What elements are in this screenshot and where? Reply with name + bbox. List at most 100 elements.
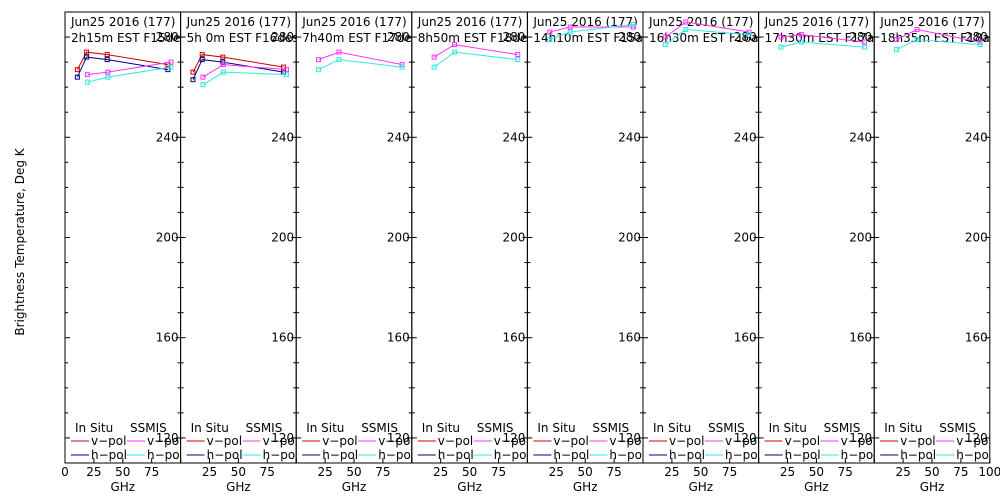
y-tick-label: 160 — [618, 331, 641, 345]
x-tick-label: 75 — [491, 465, 506, 479]
data-point-insitu_v — [84, 49, 90, 55]
data-point-ssmis_h — [515, 57, 521, 63]
y-tick-label: 200 — [849, 231, 872, 245]
data-point-ssmis_h — [778, 44, 784, 50]
series-line-ssmis_v — [433, 44, 518, 58]
legend-ssmis-v: v−pol — [956, 434, 991, 448]
x-tick-label: 75 — [144, 465, 159, 479]
data-point-ssmis_v — [515, 52, 521, 58]
legend-insitu-title: In Situ — [422, 421, 460, 435]
data-point-ssmis_h — [284, 72, 290, 78]
data-point-ssmis_v — [862, 39, 868, 45]
panel-title-pass: 14h10m EST F15asc — [533, 31, 655, 45]
y-tick-label: 160 — [502, 331, 525, 345]
y-tick-label: 160 — [734, 331, 757, 345]
data-point-ssmis_v — [914, 27, 920, 33]
x-tick-label: 25 — [202, 465, 217, 479]
y-tick-label: 160 — [849, 331, 872, 345]
y-tick-label: 160 — [271, 331, 294, 345]
legend-insitu-v: v−pol — [553, 434, 588, 448]
panel-title-pass: 5h 0m EST F16desc — [187, 31, 306, 45]
x-tick-label: 50 — [924, 465, 939, 479]
legend-ssmis-title: SSMIS — [477, 421, 514, 435]
y-tick-label: 200 — [965, 231, 988, 245]
legend-insitu-h: h−pol — [438, 448, 474, 462]
data-point-ssmis_v — [336, 49, 342, 55]
panel-3: 120 160 200 240 280 25 50 75 GHz Jun25 2016 (177)… — [295, 11, 414, 494]
legend-insitu-v: v−pol — [207, 434, 242, 448]
x-tick-label: 25 — [895, 465, 910, 479]
legend-ssmis-h: h−pol — [378, 448, 414, 462]
y-tick-label: 200 — [156, 231, 179, 245]
x-tick-label: 75 — [953, 465, 968, 479]
x-axis-label: GHz — [804, 480, 829, 494]
x-tick-label: 50 — [346, 465, 361, 479]
legend-insitu-h: h−pol — [900, 448, 936, 462]
y-tick-label: 240 — [156, 130, 179, 144]
data-point-ssmis_v — [662, 34, 668, 40]
data-point-insitu_h — [84, 54, 90, 60]
series-line-ssmis_v — [318, 51, 403, 66]
x-tick-label: 50 — [578, 465, 593, 479]
y-tick-label: 120 — [849, 431, 872, 445]
legend-insitu-h: h−pol — [322, 448, 358, 462]
data-point-ssmis_h — [977, 42, 983, 48]
legend-insitu-title: In Situ — [884, 421, 922, 435]
series-line-ssmis_v — [87, 61, 171, 76]
x-axis-label: GHz — [573, 480, 598, 494]
data-point-ssmis_h — [399, 64, 405, 70]
legend-ssmis-v: v−pol — [725, 434, 760, 448]
data-point-insitu_v — [220, 54, 226, 60]
series-line-ssmis_h — [549, 24, 634, 41]
data-point-ssmis_h — [798, 39, 804, 45]
panel-title-date: Jun25 2016 (177) — [764, 15, 869, 29]
data-point-ssmis_v — [798, 32, 804, 38]
x-axis-label: GHz — [457, 480, 482, 494]
legend-ssmis-v: v−pol — [841, 434, 876, 448]
data-point-ssmis_v — [567, 24, 573, 30]
x-axis-label: GHz — [920, 480, 945, 494]
data-point-ssmis_v — [168, 59, 174, 65]
y-tick-label: 120 — [734, 431, 757, 445]
panel-title-pass: 2h15m EST F15desc — [71, 31, 193, 45]
legend-insitu-h: h−pol — [91, 448, 127, 462]
legend-insitu-h: h−pol — [207, 448, 243, 462]
data-point-ssmis_v — [630, 24, 636, 30]
panel-title-date: Jun25 2016 (177) — [532, 15, 637, 29]
x-tick-label: 25 — [317, 465, 332, 479]
legend-ssmis-title: SSMIS — [246, 421, 283, 435]
y-tick-label: 280 — [387, 30, 410, 44]
x-tick-label: 25 — [780, 465, 795, 479]
series-line-ssmis_v — [896, 28, 981, 43]
y-tick-label: 280 — [502, 30, 525, 44]
x-axis-label: GHz — [110, 480, 135, 494]
y-tick-label: 160 — [965, 331, 988, 345]
panel-title-date: Jun25 2016 (177) — [301, 15, 406, 29]
legend-insitu-v: v−pol — [322, 434, 357, 448]
legend-ssmis-v: v−pol — [147, 434, 182, 448]
y-tick-label: 280 — [271, 30, 294, 44]
series-line-ssmis_v — [665, 21, 749, 38]
legend-ssmis-v: v−pol — [263, 434, 298, 448]
panel-2: 120 160 200 240 280 25 50 75 GHz Jun25 2016 (177)… — [180, 11, 306, 494]
y-tick-label: 240 — [849, 130, 872, 144]
legend-insitu-v: v−pol — [669, 434, 704, 448]
data-point-ssmis_h — [662, 42, 668, 48]
data-point-ssmis_h — [914, 37, 920, 43]
legend-ssmis-h: h−pol — [147, 448, 183, 462]
y-tick-label: 200 — [271, 231, 294, 245]
x-tick-label: 75 — [838, 465, 853, 479]
panel-title-date: Jun25 2016 (177) — [879, 15, 984, 29]
legend-ssmis-title: SSMIS — [708, 421, 745, 435]
legend-ssmis-h: h−pol — [494, 448, 530, 462]
panel-4: 120 160 200 240 280 25 50 75 GHz Jun25 2016 (177)… — [411, 11, 530, 494]
data-point-ssmis_h — [200, 82, 206, 88]
legend-ssmis-title: SSMIS — [130, 421, 167, 435]
data-point-ssmis_v — [316, 57, 322, 63]
data-point-ssmis_v — [746, 29, 752, 35]
data-point-ssmis_h — [547, 37, 553, 43]
y-tick-label: 200 — [618, 231, 641, 245]
